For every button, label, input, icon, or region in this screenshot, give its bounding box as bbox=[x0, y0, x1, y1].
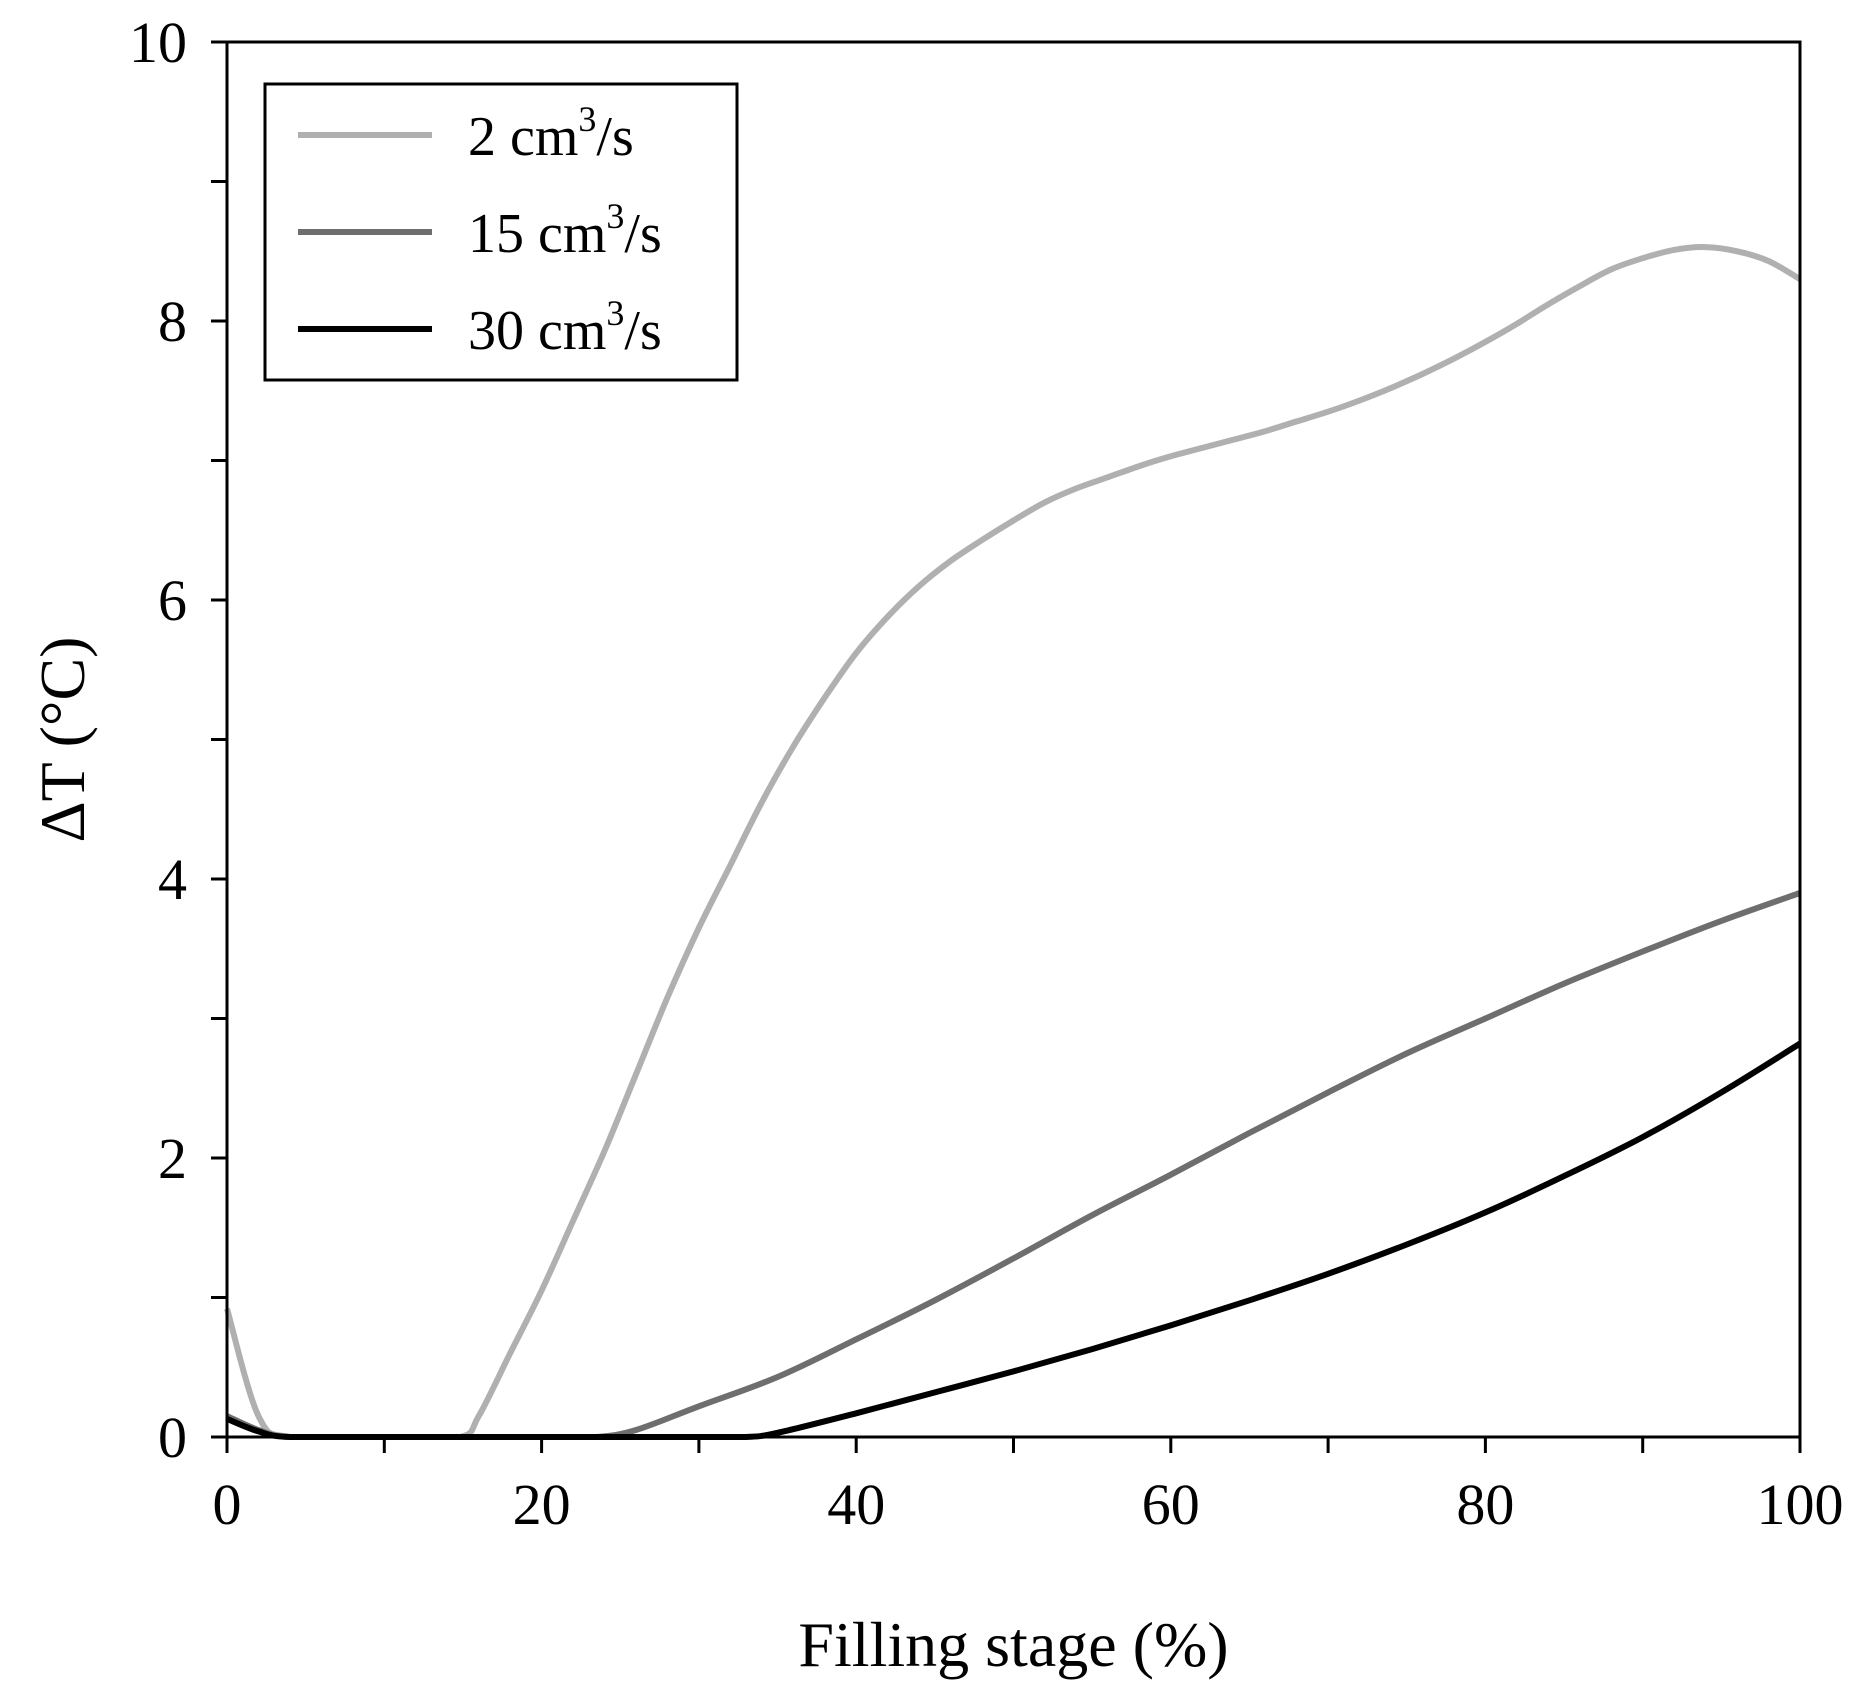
legend-label-1: 2 cm3/s bbox=[468, 99, 634, 168]
x-tick-label: 0 bbox=[213, 1472, 242, 1537]
x-tick-label: 20 bbox=[513, 1472, 571, 1537]
legend-label-2: 15 cm3/s bbox=[468, 196, 662, 265]
x-tick-label: 80 bbox=[1456, 1472, 1514, 1537]
legend-label-base: 2 cm bbox=[468, 106, 578, 168]
legend-label-sup: 3 bbox=[606, 293, 624, 333]
legend-label-suffix: /s bbox=[624, 203, 661, 265]
x-tick-label: 60 bbox=[1142, 1472, 1200, 1537]
legend-label-sup: 3 bbox=[606, 196, 624, 236]
x-axis: 0 20 40 60 80 100 bbox=[213, 1437, 1844, 1537]
legend-label-3: 30 cm3/s bbox=[468, 293, 662, 362]
y-axis-title: ΔT (°C) bbox=[27, 637, 98, 843]
legend-label-suffix: /s bbox=[596, 106, 633, 168]
series-line-2 bbox=[225, 890, 1802, 1441]
y-tick-label: 4 bbox=[158, 847, 187, 912]
legend-label-base: 15 cm bbox=[468, 203, 606, 265]
x-tick-label: 100 bbox=[1757, 1472, 1844, 1537]
y-tick-label: 10 bbox=[129, 10, 187, 75]
series-line-1 bbox=[224, 244, 1802, 1441]
legend-label-suffix: /s bbox=[624, 300, 661, 362]
y-tick-label: 2 bbox=[158, 1126, 187, 1191]
x-tick-label: 40 bbox=[827, 1472, 885, 1537]
y-tick-label: 6 bbox=[158, 568, 187, 633]
legend: 2 cm3/s15 cm3/s30 cm3/s bbox=[263, 82, 739, 382]
legend-label-sup: 3 bbox=[578, 99, 596, 139]
series-line-3 bbox=[225, 1041, 1802, 1441]
y-tick-label: 0 bbox=[158, 1405, 187, 1470]
y-axis: 0 2 4 6 8 10 bbox=[129, 10, 227, 1470]
x-axis-title: Filling stage (%) bbox=[798, 1609, 1228, 1680]
series-layer bbox=[224, 244, 1802, 1441]
legend-label-base: 30 cm bbox=[468, 300, 606, 362]
y-tick-label: 8 bbox=[158, 289, 187, 354]
